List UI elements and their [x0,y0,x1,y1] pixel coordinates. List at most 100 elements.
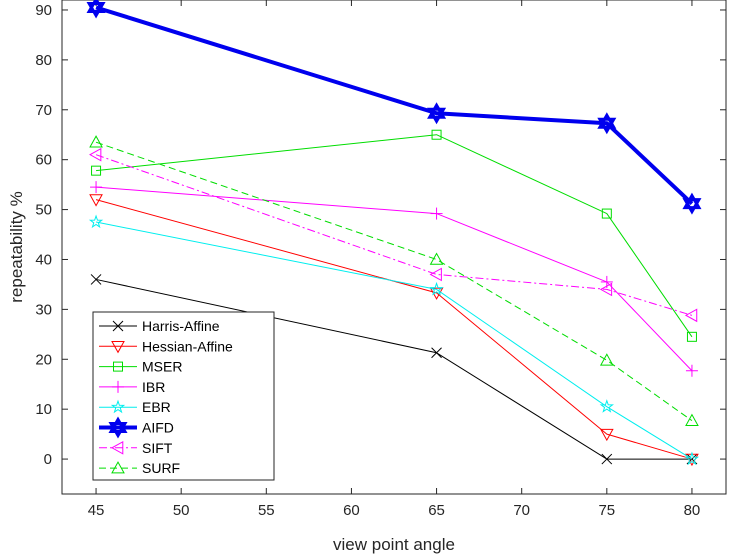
y-tick-label: 10 [35,401,52,418]
legend-item: SIFT [99,440,173,456]
y-tick-label: 20 [35,351,52,368]
legend-label: MSER [142,359,182,375]
marker-triangle-down [111,341,125,354]
marker-triangle-up [89,135,103,148]
y-tick-label: 60 [35,152,52,169]
legend-item: MSER [99,359,182,375]
legend-box [92,311,275,481]
legend-item: EBR [99,399,171,415]
marker-x [431,347,442,359]
legend-label: EBR [142,399,171,415]
marker-star [599,399,614,413]
marker-stroke [90,274,102,285]
marker-x [601,453,613,465]
series-layer [86,0,702,467]
marker-star [110,399,126,414]
y-axis-title: repeatability % [7,191,26,303]
marker-triangle-up [685,413,699,426]
marker-plus [112,380,124,393]
legend-item: Harris-Affine [99,318,220,334]
marker-stroke [431,347,442,359]
marker-triangle-down [599,428,614,442]
legend-label: Hessian-Affine [142,338,233,354]
y-tick-label: 30 [35,301,52,318]
x-tick-label: 80 [684,502,701,519]
marker-square [91,165,102,176]
series-line [95,199,693,460]
marker-square [431,129,442,140]
series-ebr [88,214,700,466]
y-tick-label: 70 [35,102,52,119]
marker-stroke [86,1,106,19]
marker-x [112,320,124,332]
marker-square [686,331,697,342]
legend-label: IBR [142,379,165,395]
marker-plus [430,207,443,220]
marker-stroke [108,422,128,439]
marker-triangle-up [429,252,444,265]
marker-hexagram [597,112,617,135]
marker-x [90,274,102,285]
legend-label: AIFD [142,420,174,436]
marker-stroke [112,320,124,332]
legend-item: Hessian-Affine [99,338,233,354]
marker-triangle-left [89,147,102,162]
legend-item: IBR [99,379,165,395]
marker-plus [685,364,698,377]
y-tick-label: 90 [35,2,52,19]
legend-item: AIFD [99,416,174,439]
series-line [95,5,694,206]
series-line [95,134,693,338]
y-tick-label: 40 [35,251,52,268]
marker-stroke [427,107,447,125]
marker-triangle-left [110,440,124,455]
marker-hexagram [108,416,128,439]
series-line [95,221,693,460]
marker-hexagram [427,102,447,125]
x-tick-label: 70 [513,502,530,519]
series-line [95,141,693,422]
x-tick-label: 60 [343,502,360,519]
series-line [95,154,693,316]
marker-triangle-down [89,194,103,207]
marker-stroke [682,198,702,215]
y-tick-label: 50 [35,202,52,219]
x-tick-label: 75 [598,502,615,519]
x-axis-title: view point angle [333,535,455,554]
x-tick-label: 55 [258,502,275,519]
legend-label: SIFT [142,440,173,456]
marker-stroke [597,112,617,129]
marker-stroke [427,102,447,119]
y-tick-label: 0 [44,451,52,468]
marker-triangle-left [684,308,698,323]
series-sift [89,147,698,323]
legend-label: Harris-Affine [142,318,220,334]
x-axis: 45 50 55 60 65 70 75 80 [88,0,701,519]
marker-hexagram [682,192,702,215]
marker-square [601,208,612,219]
marker-square [113,361,123,372]
legend: Harris-Affine Hessian-Affine MSER IBR EBR AIF… [92,311,275,481]
marker-stroke [682,192,702,210]
marker-stroke [601,453,613,465]
marker-stroke [597,117,617,135]
x-tick-label: 45 [88,502,105,519]
marker-stroke [86,0,106,13]
marker-triangle-up [599,353,614,366]
series-surf [89,135,699,426]
legend-label: SURF [142,460,180,476]
marker-triangle-left [599,282,613,297]
marker-plus [90,181,103,194]
marker-triangle-up [111,461,125,474]
marker-hexagram [86,0,106,19]
y-axis: 0 10 20 30 40 50 60 70 80 90 [35,2,726,468]
marker-stroke [108,416,128,433]
legend-item: SURF [99,460,180,476]
series-aifd [86,0,702,215]
marker-star [88,214,104,229]
marker-star [429,281,444,296]
x-tick-label: 50 [173,502,190,519]
marker-triangle-left [429,267,442,282]
series-mser [91,129,697,342]
